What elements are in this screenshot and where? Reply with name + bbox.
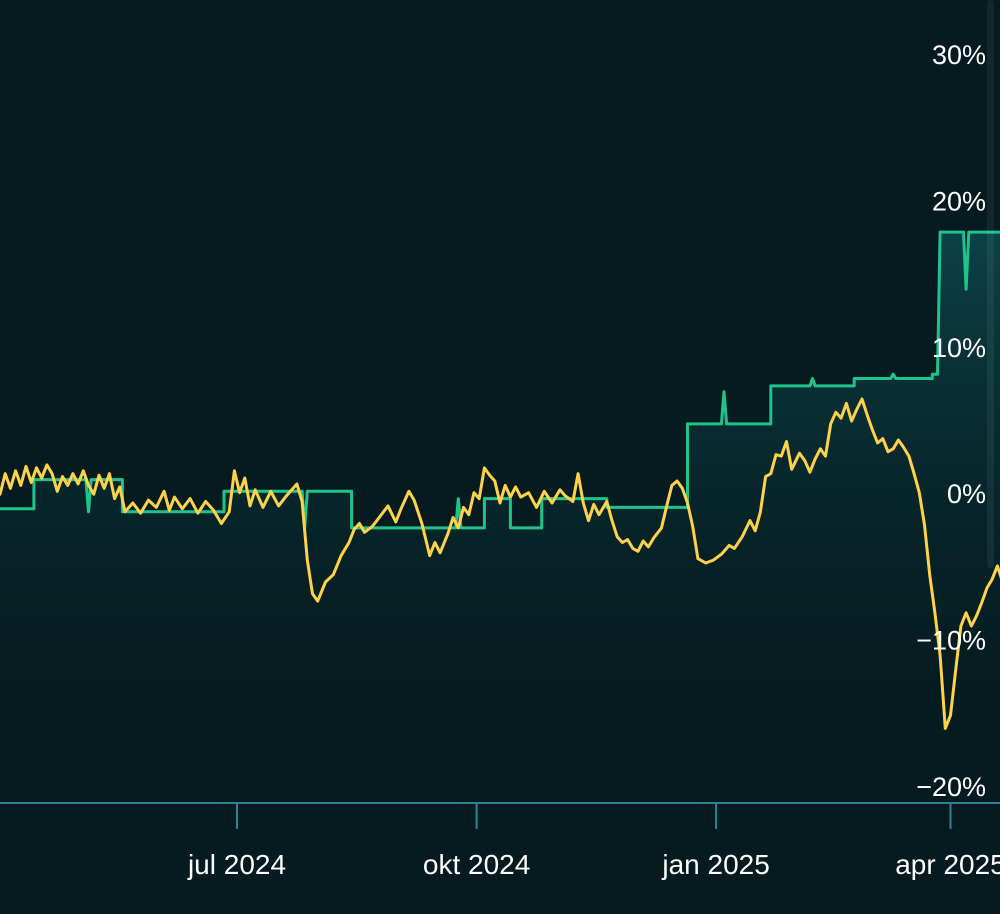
y-tick-label: 0% (947, 479, 986, 509)
y-tick-label: −10% (916, 626, 986, 656)
series-1-line (0, 397, 1000, 730)
plot-layer (0, 230, 1000, 803)
series-0-area (0, 232, 1000, 803)
x-tick-label: jan 2025 (661, 849, 769, 880)
y-tick-label: 20% (932, 186, 986, 216)
x-tick-label: apr 2025 (895, 849, 1000, 880)
y-axis-ticks: 30% 20% 10% 0% −10% −20% (916, 40, 986, 802)
x-axis-ticks: jul 2024 okt 2024 jan 2025 apr 2025 (187, 803, 1000, 880)
y-tick-label: 30% (932, 40, 986, 70)
x-tick-label: okt 2024 (423, 849, 530, 880)
y-tick-label: 10% (932, 333, 986, 363)
x-tick-label: jul 2024 (187, 849, 286, 880)
y-tick-label: −20% (916, 772, 986, 802)
series-0-line (0, 230, 1000, 530)
scroll-indicator (987, 0, 994, 568)
